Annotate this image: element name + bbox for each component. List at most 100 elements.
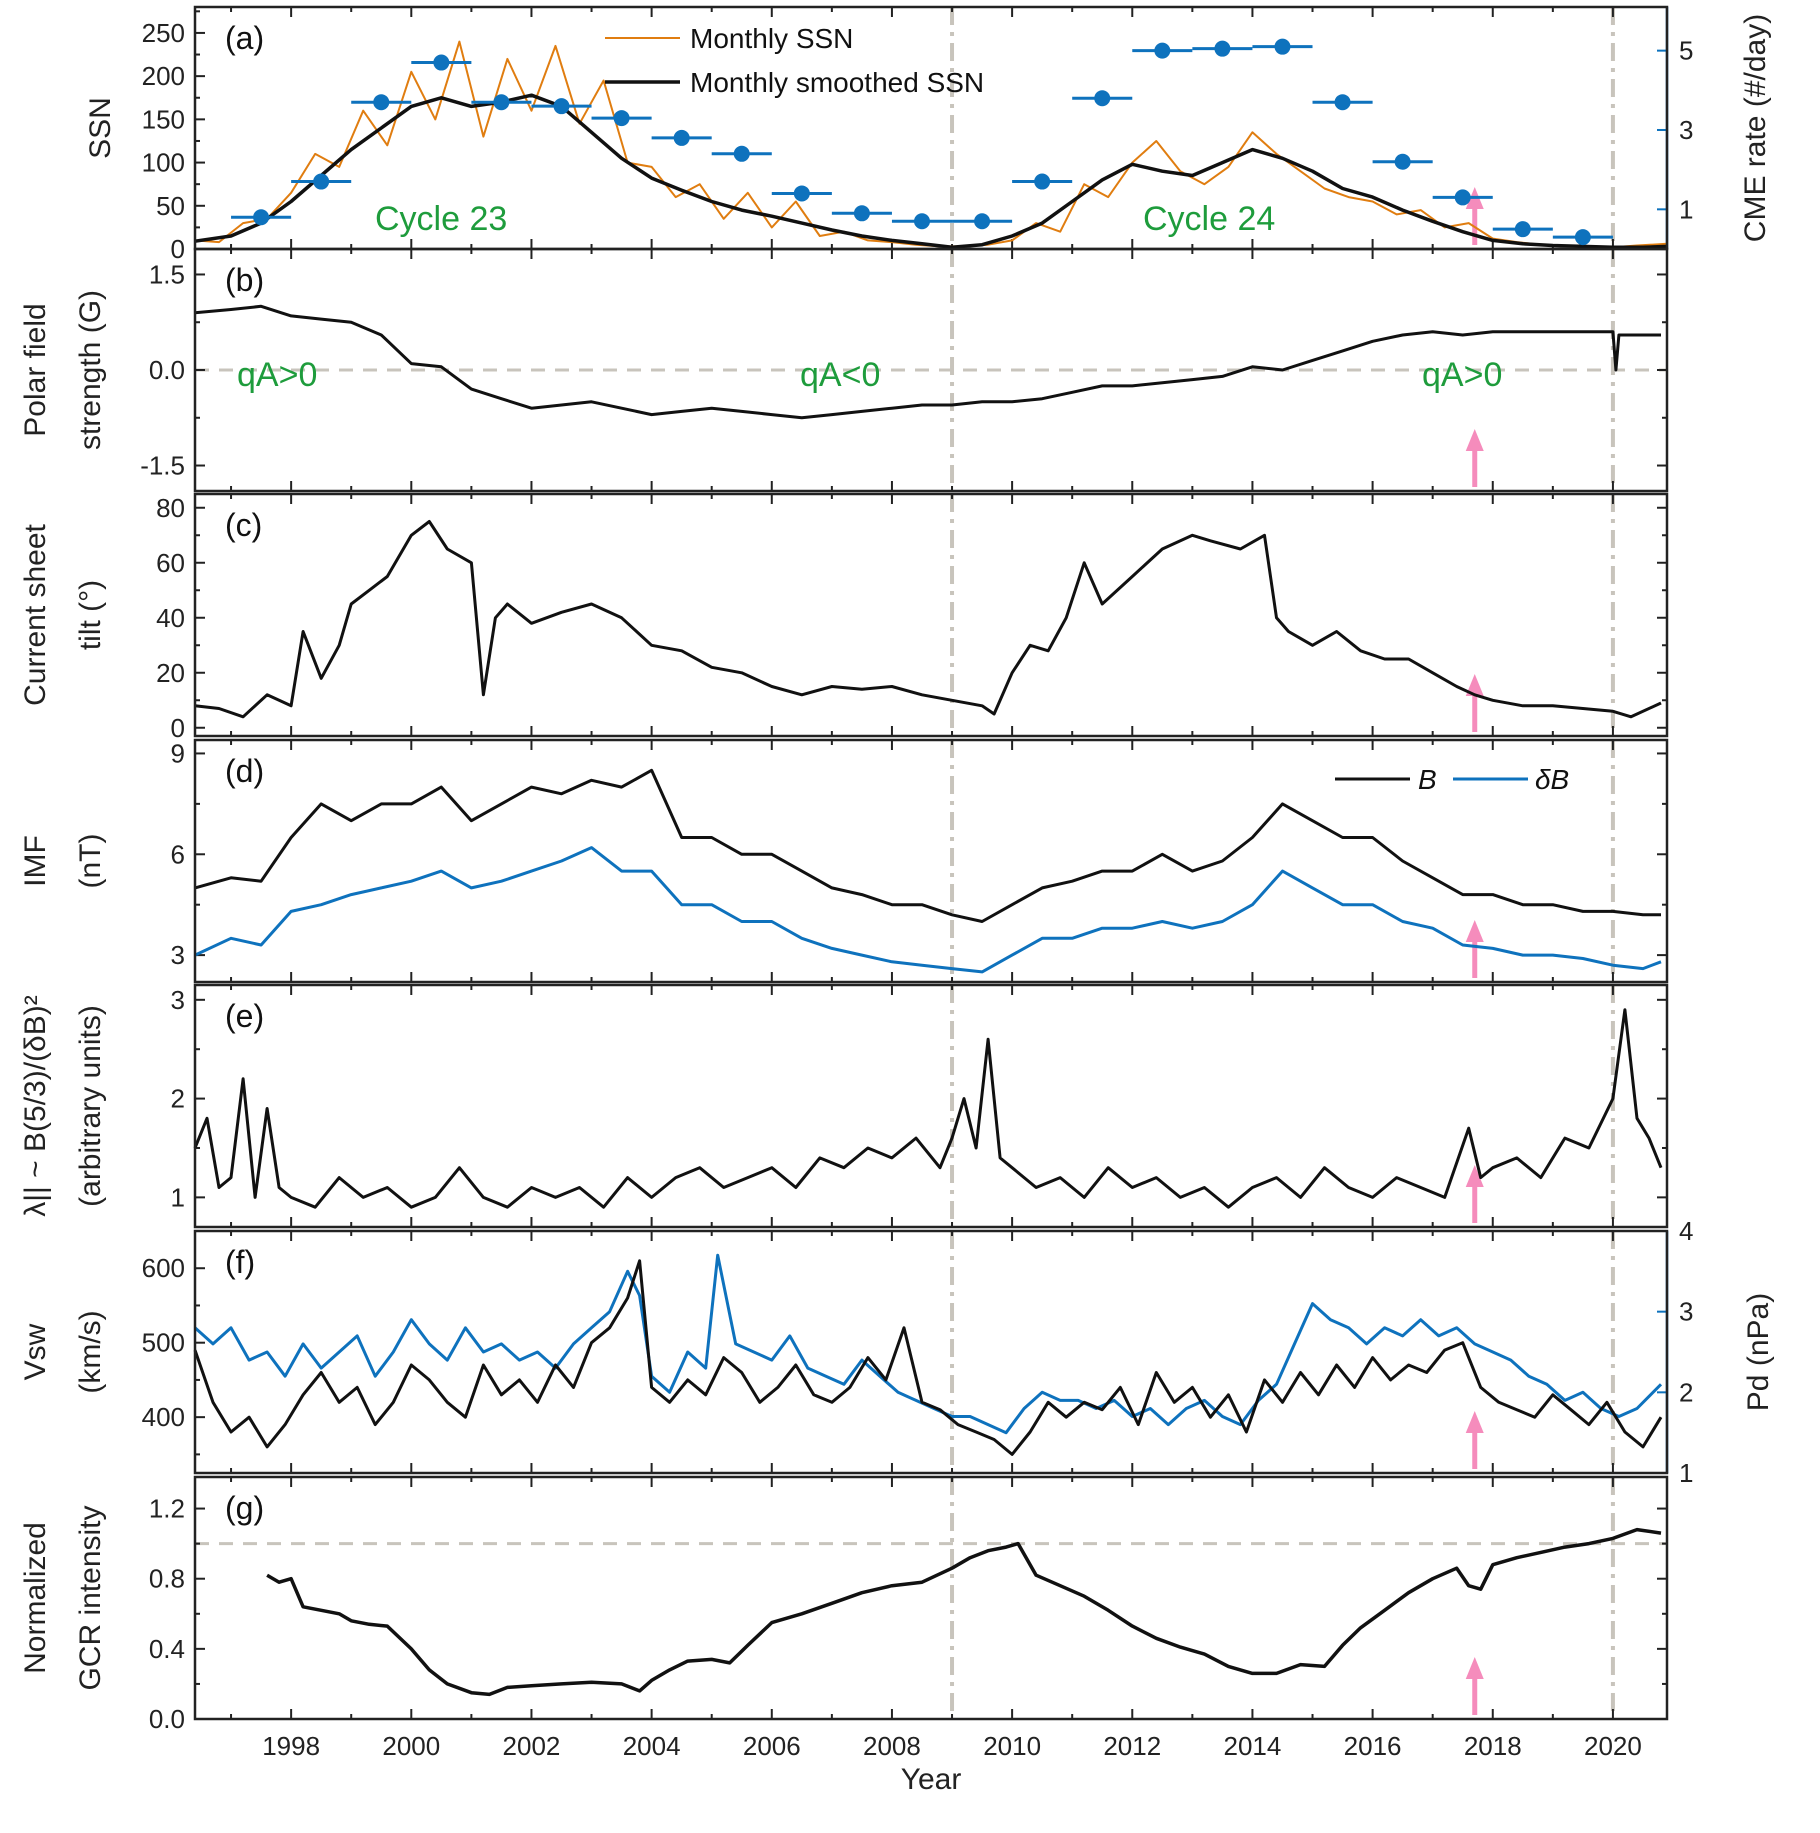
gcr-intensity-line xyxy=(266,1527,1662,1697)
y-tick-label: 60 xyxy=(156,548,185,578)
cme-rate-point xyxy=(1454,189,1471,206)
x-tick-label: 2012 xyxy=(1103,1731,1161,1761)
y-axis-title-g: GCR intensity xyxy=(74,1505,107,1690)
y-tick-label: 2 xyxy=(171,1084,185,1114)
smoothed-ssn-line xyxy=(194,93,1668,250)
x-tick-label: 2010 xyxy=(983,1731,1041,1761)
y-tick-label: 40 xyxy=(156,603,185,633)
y2-tick-label: 3 xyxy=(1679,1297,1693,1327)
imf-db-line xyxy=(194,846,1662,974)
cycle-24-label: Cycle 24 xyxy=(1143,200,1275,238)
cme-rate-point xyxy=(1034,173,1051,190)
y-tick-label: 0.0 xyxy=(149,355,185,385)
y-axis-title-f: Vsw xyxy=(19,1323,52,1380)
cme-rate-point xyxy=(974,213,991,230)
cme-rate-point xyxy=(1094,90,1111,107)
x-tick-label: 1998 xyxy=(262,1731,320,1761)
y-tick-label: 1 xyxy=(171,1182,185,1212)
legend-db-label: δB xyxy=(1535,764,1569,795)
cme-rate-point xyxy=(1334,94,1351,111)
panel-label: (g) xyxy=(225,1490,264,1526)
arrow-head xyxy=(1465,1165,1484,1187)
x-tick-label: 2014 xyxy=(1224,1731,1282,1761)
panel-frame-c xyxy=(193,492,1669,738)
y-axis-title-e: λ|| ~ B(5/3)/(δB)² xyxy=(19,995,52,1216)
y-tick-label: 0 xyxy=(171,713,185,743)
arrow-head xyxy=(1465,1411,1484,1433)
y2-tick-label: 4 xyxy=(1679,1216,1693,1246)
cme-rate-point xyxy=(493,94,510,111)
panel-frame-e xyxy=(193,983,1669,1229)
y-axis-title-b: strength (G) xyxy=(74,290,107,450)
x-tick-label: 2002 xyxy=(503,1731,561,1761)
y2-axis-title-cme: CME rate (#/day) xyxy=(1739,14,1772,242)
y-axis-title-c: tilt (°) xyxy=(74,580,107,650)
y-tick-label: 1.2 xyxy=(149,1494,185,1524)
y-tick-label: 0.0 xyxy=(149,1704,185,1734)
y2-tick-label: 3 xyxy=(1679,115,1693,145)
imf-b-line xyxy=(194,768,1661,923)
cme-rate-point xyxy=(1574,229,1591,246)
y-tick-label: 100 xyxy=(142,148,185,178)
panel-frame-g xyxy=(193,1475,1669,1721)
cme-rate-point xyxy=(253,209,270,226)
x-tick-label: 2008 xyxy=(863,1731,921,1761)
polar-field-line xyxy=(194,304,1661,420)
panel-frame-d xyxy=(193,738,1669,984)
x-axis-title: Year xyxy=(901,1763,962,1796)
y-tick-label: 400 xyxy=(142,1402,185,1432)
y-tick-label: 9 xyxy=(171,738,185,768)
panel-label: (c) xyxy=(225,507,262,543)
cme-rate-point xyxy=(553,98,570,115)
y-axis-title-b: Polar field xyxy=(19,303,52,436)
legend-b-label: B xyxy=(1418,764,1437,795)
y-tick-label: 250 xyxy=(142,18,185,48)
x-tick-label: 2000 xyxy=(382,1731,440,1761)
y-tick-label: 6 xyxy=(171,839,185,869)
y-axis-title-ssn: SSN xyxy=(84,97,117,159)
y-tick-label: -1.5 xyxy=(140,451,185,481)
cme-rate-point xyxy=(1514,221,1531,238)
cme-rate-point xyxy=(613,110,630,127)
y-axis-title-d: (nT) xyxy=(74,834,107,889)
qa-positive-label-1: qA>0 xyxy=(237,356,317,394)
y2-tick-label: 1 xyxy=(1679,1458,1693,1488)
cme-rate-point xyxy=(913,213,930,230)
panel-label: (d) xyxy=(225,753,264,789)
x-tick-label: 2018 xyxy=(1464,1731,1522,1761)
x-tick-label: 2016 xyxy=(1344,1731,1402,1761)
x-tick-label: 2006 xyxy=(743,1731,801,1761)
panel-label: (b) xyxy=(225,262,264,298)
panel-label: (e) xyxy=(225,998,264,1034)
y-tick-label: 80 xyxy=(156,493,185,523)
cme-rate-point xyxy=(1214,40,1231,57)
x-tick-label: 2004 xyxy=(623,1731,681,1761)
arrow-head xyxy=(1465,674,1484,696)
y2-tick-label: 5 xyxy=(1679,36,1693,66)
cme-rate-point xyxy=(1274,38,1291,55)
y-axis-title-e: (arbitrary units) xyxy=(74,1005,107,1207)
arrow-head xyxy=(1465,1657,1484,1679)
y-tick-label: 1.5 xyxy=(149,259,185,289)
arrow-head xyxy=(1465,920,1484,942)
y-tick-label: 20 xyxy=(156,658,185,688)
mean-free-path-line xyxy=(193,1008,1663,1209)
y-tick-label: 3 xyxy=(171,940,185,970)
cme-rate-point xyxy=(1394,153,1411,170)
y-tick-label: 150 xyxy=(142,104,185,134)
panel-label: (a) xyxy=(225,20,264,56)
y-tick-label: 600 xyxy=(142,1253,185,1283)
panel-frame-b xyxy=(193,247,1669,493)
x-tick-label: 2020 xyxy=(1584,1731,1642,1761)
y2-axis-title-pd: Pd (nPa) xyxy=(1742,1293,1775,1411)
y-tick-label: 0.8 xyxy=(149,1564,185,1594)
cme-rate-point xyxy=(853,205,870,222)
arrow-head xyxy=(1465,429,1484,451)
y2-tick-label: 2 xyxy=(1679,1377,1693,1407)
y-tick-label: 200 xyxy=(142,61,185,91)
legend-monthly-ssn-label: Monthly SSN xyxy=(690,23,853,54)
y2-tick-label: 1 xyxy=(1679,194,1693,224)
y-axis-title-f: (km/s) xyxy=(74,1310,107,1393)
current-sheet-tilt-line xyxy=(194,520,1662,719)
